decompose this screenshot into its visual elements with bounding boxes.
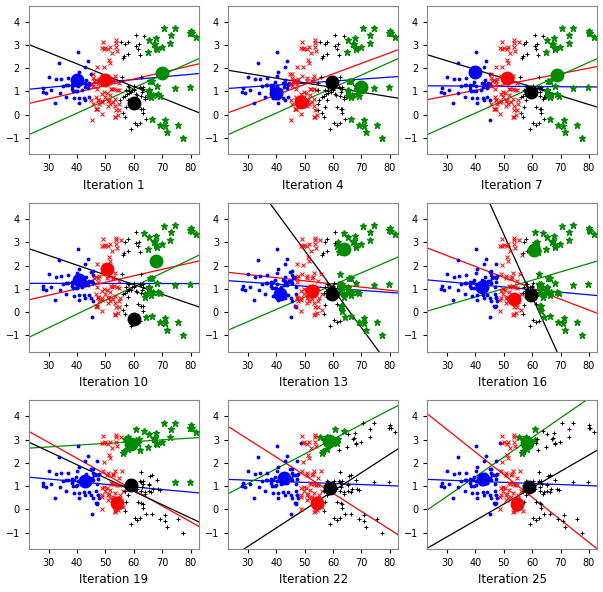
X-axis label: Iteration 13: Iteration 13 [279,376,348,389]
X-axis label: Iteration 16: Iteration 16 [478,376,547,389]
X-axis label: Iteration 7: Iteration 7 [481,179,543,192]
X-axis label: Iteration 25: Iteration 25 [478,574,547,587]
X-axis label: Iteration 1: Iteration 1 [83,179,145,192]
X-axis label: Iteration 19: Iteration 19 [80,574,148,587]
X-axis label: Iteration 10: Iteration 10 [80,376,148,389]
X-axis label: Iteration 22: Iteration 22 [279,574,348,587]
X-axis label: Iteration 4: Iteration 4 [282,179,344,192]
